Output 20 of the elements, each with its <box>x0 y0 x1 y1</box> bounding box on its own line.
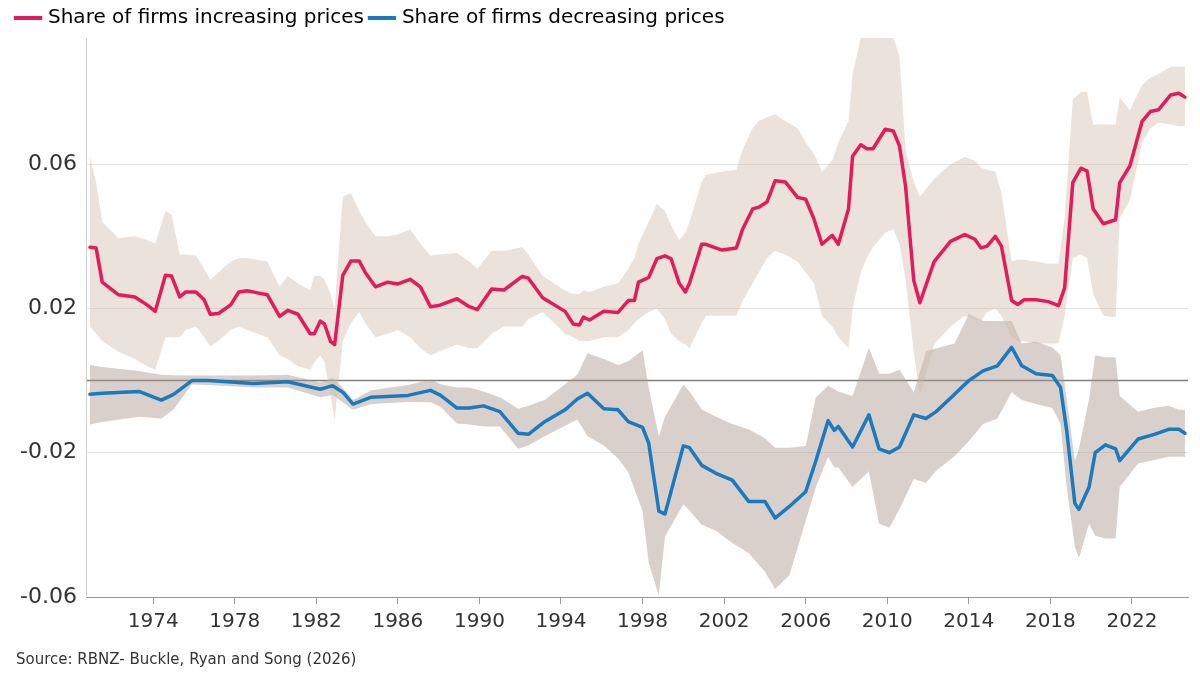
source-note: Source: RBNZ- Buckle, Ryan and Song (2026) <box>16 650 357 668</box>
x-tick-label: 1998 <box>617 608 669 633</box>
y-tick-label: -0.06 <box>19 582 77 608</box>
x-tick-label: 2014 <box>943 608 995 633</box>
x-tick-label: 2010 <box>861 608 913 633</box>
x-tick-label: 1986 <box>372 608 424 633</box>
y-tick-label: 0.06 <box>27 149 77 175</box>
x-tick-label: 2006 <box>780 608 832 633</box>
x-tick-label: 2022 <box>1106 608 1158 633</box>
y-tick-label: 0.02 <box>27 294 77 320</box>
legend-label: Share of firms increasing prices <box>48 4 364 29</box>
x-tick-label: 1982 <box>290 608 342 633</box>
x-tick-label: 1990 <box>453 608 505 633</box>
x-tick-label: 2002 <box>698 608 750 633</box>
x-tick-label: 1978 <box>209 608 261 633</box>
y-tick-label: -0.02 <box>19 438 77 464</box>
x-tick-label: 1994 <box>535 608 587 633</box>
legend-label: Share of firms decreasing prices <box>401 4 725 29</box>
x-tick-label: 2018 <box>1024 608 1076 633</box>
x-tick-label: 1974 <box>127 608 179 633</box>
